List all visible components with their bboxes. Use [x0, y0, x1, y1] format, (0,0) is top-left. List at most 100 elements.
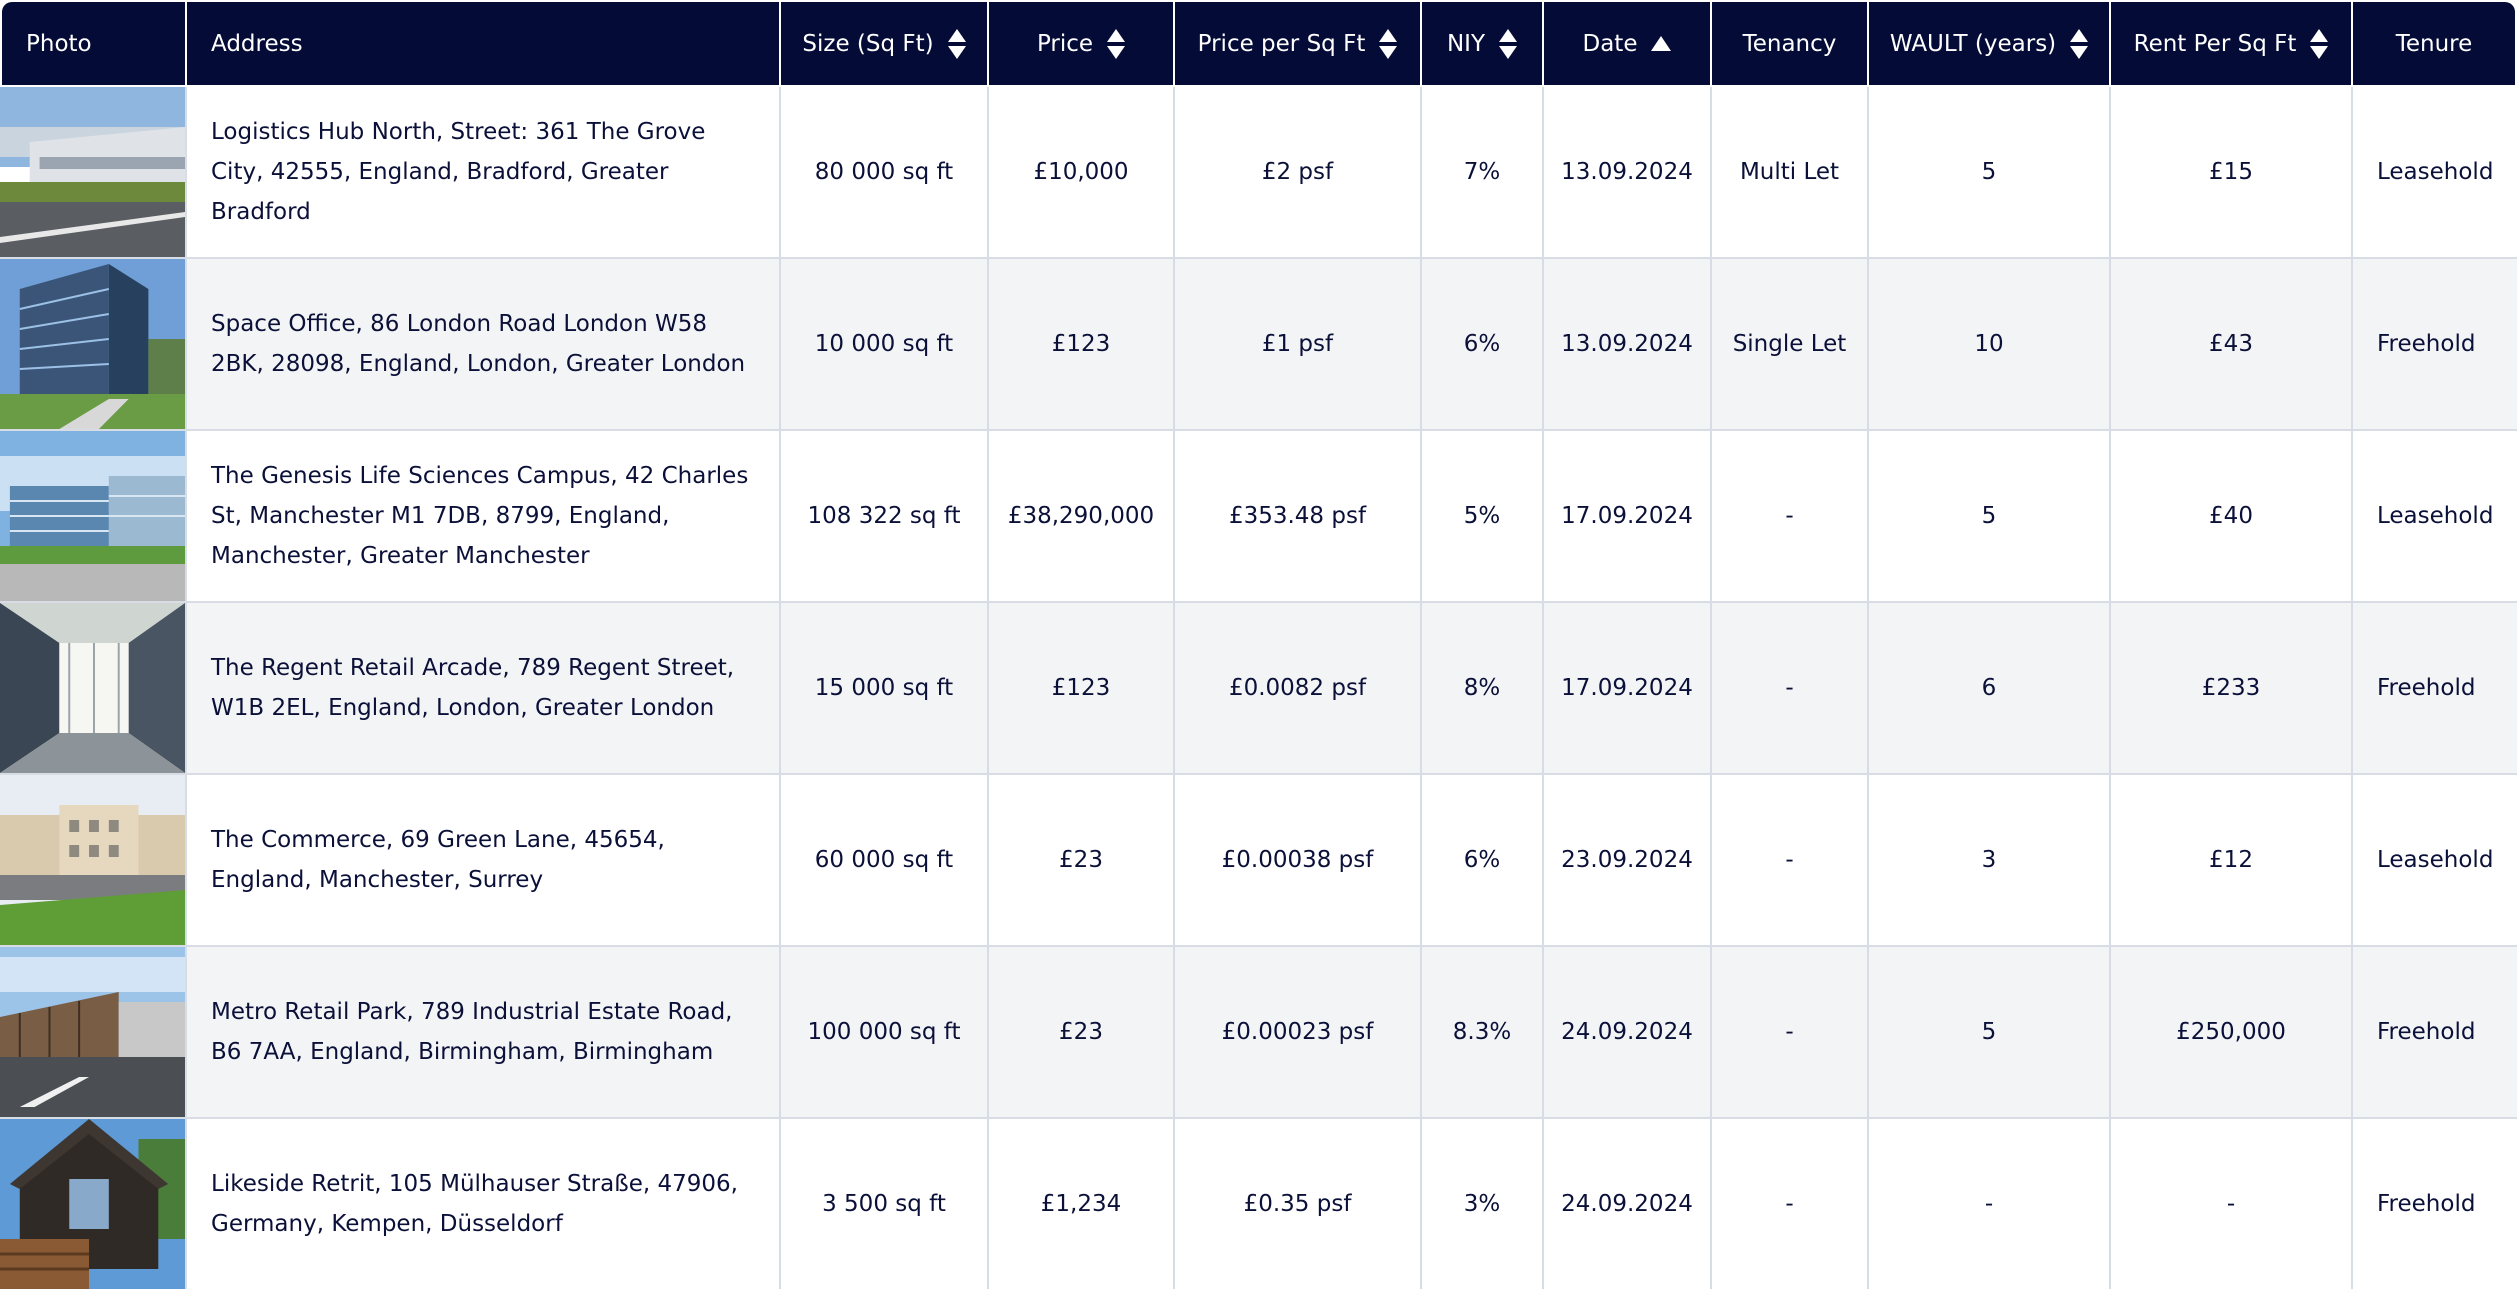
niy-cell: 7% [1422, 87, 1544, 257]
rent-psf-cell: £15 [2111, 87, 2353, 257]
date-cell: 17.09.2024 [1544, 603, 1712, 773]
header-label: Photo [26, 30, 92, 57]
header-label: Size (Sq Ft) [802, 30, 934, 57]
retail-park-photo[interactable] [0, 947, 185, 1117]
header-label: Address [211, 30, 303, 57]
price-psf-cell: £1 psf [1175, 259, 1422, 429]
rent-psf-cell: £250,000 [2111, 947, 2353, 1117]
sort-icon[interactable] [947, 28, 966, 59]
header-label: Tenure [2395, 30, 2473, 57]
price-psf-cell: £0.00023 psf [1175, 947, 1422, 1117]
campus-photo[interactable] [0, 431, 185, 601]
header-tenure: Tenure [2353, 2, 2515, 85]
table-row[interactable]: Likeside Retrit, 105 Mülhauser Straße, 4… [0, 1119, 2517, 1289]
table-row[interactable]: Space Office, 86 London Road London W58 … [0, 259, 2517, 431]
niy-cell: 6% [1422, 775, 1544, 945]
size-cell: 108 322 sq ft [781, 431, 989, 601]
tenure-cell: Freehold [2377, 331, 2476, 357]
sort-icon[interactable] [1499, 28, 1518, 59]
header-label: Price per Sq Ft [1197, 30, 1366, 57]
photo-cell [0, 1119, 187, 1289]
commerce-photo[interactable] [0, 775, 185, 945]
address-cell: Metro Retail Park, 789 Industrial Estate… [187, 947, 781, 1117]
niy-cell: 8% [1422, 603, 1544, 773]
header-price[interactable]: Price [989, 2, 1175, 85]
table-row[interactable]: The Genesis Life Sciences Campus, 42 Cha… [0, 431, 2517, 603]
header-photo: Photo [2, 2, 187, 85]
arcade-photo[interactable] [0, 603, 185, 773]
sort-icon[interactable] [2310, 28, 2329, 59]
tenure-cell: Freehold [2377, 1019, 2476, 1045]
header-wault[interactable]: WAULT (years) [1869, 2, 2111, 85]
table-row[interactable]: The Regent Retail Arcade, 789 Regent Str… [0, 603, 2517, 775]
header-size[interactable]: Size (Sq Ft) [781, 2, 989, 85]
header-price-per-sqft[interactable]: Price per Sq Ft [1175, 2, 1422, 85]
tenure-cell: Freehold [2377, 1191, 2476, 1217]
niy-cell: 6% [1422, 259, 1544, 429]
size-cell: 3 500 sq ft [781, 1119, 989, 1289]
tenancy-cell: - [1712, 775, 1869, 945]
tenancy-cell: Multi Let [1712, 87, 1869, 257]
tenure-cell: Freehold [2377, 675, 2476, 701]
address-cell: Likeside Retrit, 105 Mülhauser Straße, 4… [187, 1119, 781, 1289]
header-label: WAULT (years) [1889, 30, 2057, 57]
niy-cell: 8.3% [1422, 947, 1544, 1117]
rent-psf-cell: £233 [2111, 603, 2353, 773]
tenancy-cell: - [1712, 1119, 1869, 1289]
header-label: Tenancy [1742, 30, 1837, 57]
price-psf-cell: £0.0082 psf [1175, 603, 1422, 773]
wault-cell: 6 [1869, 603, 2111, 773]
header-date[interactable]: Date [1544, 2, 1712, 85]
sort-icon[interactable] [2070, 28, 2089, 59]
sort-ascending-icon[interactable] [1651, 36, 1672, 51]
cabin-photo[interactable] [0, 1119, 185, 1289]
price-psf-cell: £0.00038 psf [1175, 775, 1422, 945]
date-cell: 23.09.2024 [1544, 775, 1712, 945]
photo-cell [0, 259, 187, 429]
wault-cell: - [1869, 1119, 2111, 1289]
price-psf-cell: £0.35 psf [1175, 1119, 1422, 1289]
table-row[interactable]: The Commerce, 69 Green Lane, 45654, Engl… [0, 775, 2517, 947]
wault-cell: 3 [1869, 775, 2111, 945]
office-photo[interactable] [0, 259, 185, 429]
price-cell: £10,000 [989, 87, 1175, 257]
tenancy-cell: - [1712, 431, 1869, 601]
size-cell: 60 000 sq ft [781, 775, 989, 945]
sort-icon[interactable] [1107, 28, 1126, 59]
header-label: Rent Per Sq Ft [2133, 30, 2297, 57]
header-label: NIY [1446, 30, 1486, 57]
address-cell: Space Office, 86 London Road London W58 … [187, 259, 781, 429]
header-label: Price [1036, 30, 1094, 57]
price-cell: £123 [989, 603, 1175, 773]
niy-cell: 5% [1422, 431, 1544, 601]
date-cell: 24.09.2024 [1544, 947, 1712, 1117]
header-address: Address [187, 2, 781, 85]
photo-cell [0, 775, 187, 945]
wault-cell: 5 [1869, 431, 2111, 601]
table-row[interactable]: Logistics Hub North, Street: 361 The Gro… [0, 87, 2517, 259]
tenancy-cell: Single Let [1712, 259, 1869, 429]
price-cell: £123 [989, 259, 1175, 429]
rent-psf-cell: £43 [2111, 259, 2353, 429]
size-cell: 100 000 sq ft [781, 947, 989, 1117]
size-cell: 15 000 sq ft [781, 603, 989, 773]
price-cell: £23 [989, 947, 1175, 1117]
table-row[interactable]: Metro Retail Park, 789 Industrial Estate… [0, 947, 2517, 1119]
price-cell: £23 [989, 775, 1175, 945]
header-niy[interactable]: NIY [1422, 2, 1544, 85]
price-psf-cell: £353.48 psf [1175, 431, 1422, 601]
price-psf-cell: £2 psf [1175, 87, 1422, 257]
header-rent-per-sqft[interactable]: Rent Per Sq Ft [2111, 2, 2353, 85]
photo-cell [0, 431, 187, 601]
wault-cell: 10 [1869, 259, 2111, 429]
date-cell: 13.09.2024 [1544, 259, 1712, 429]
wault-cell: 5 [1869, 947, 2111, 1117]
rent-psf-cell: - [2111, 1119, 2353, 1289]
table-body: Logistics Hub North, Street: 361 The Gro… [0, 87, 2517, 1289]
rent-psf-cell: £12 [2111, 775, 2353, 945]
warehouse-photo[interactable] [0, 87, 185, 257]
sort-icon[interactable] [1379, 28, 1398, 59]
tenure-cell: Leasehold [2377, 159, 2494, 185]
tenure-cell: Leasehold [2377, 503, 2494, 529]
